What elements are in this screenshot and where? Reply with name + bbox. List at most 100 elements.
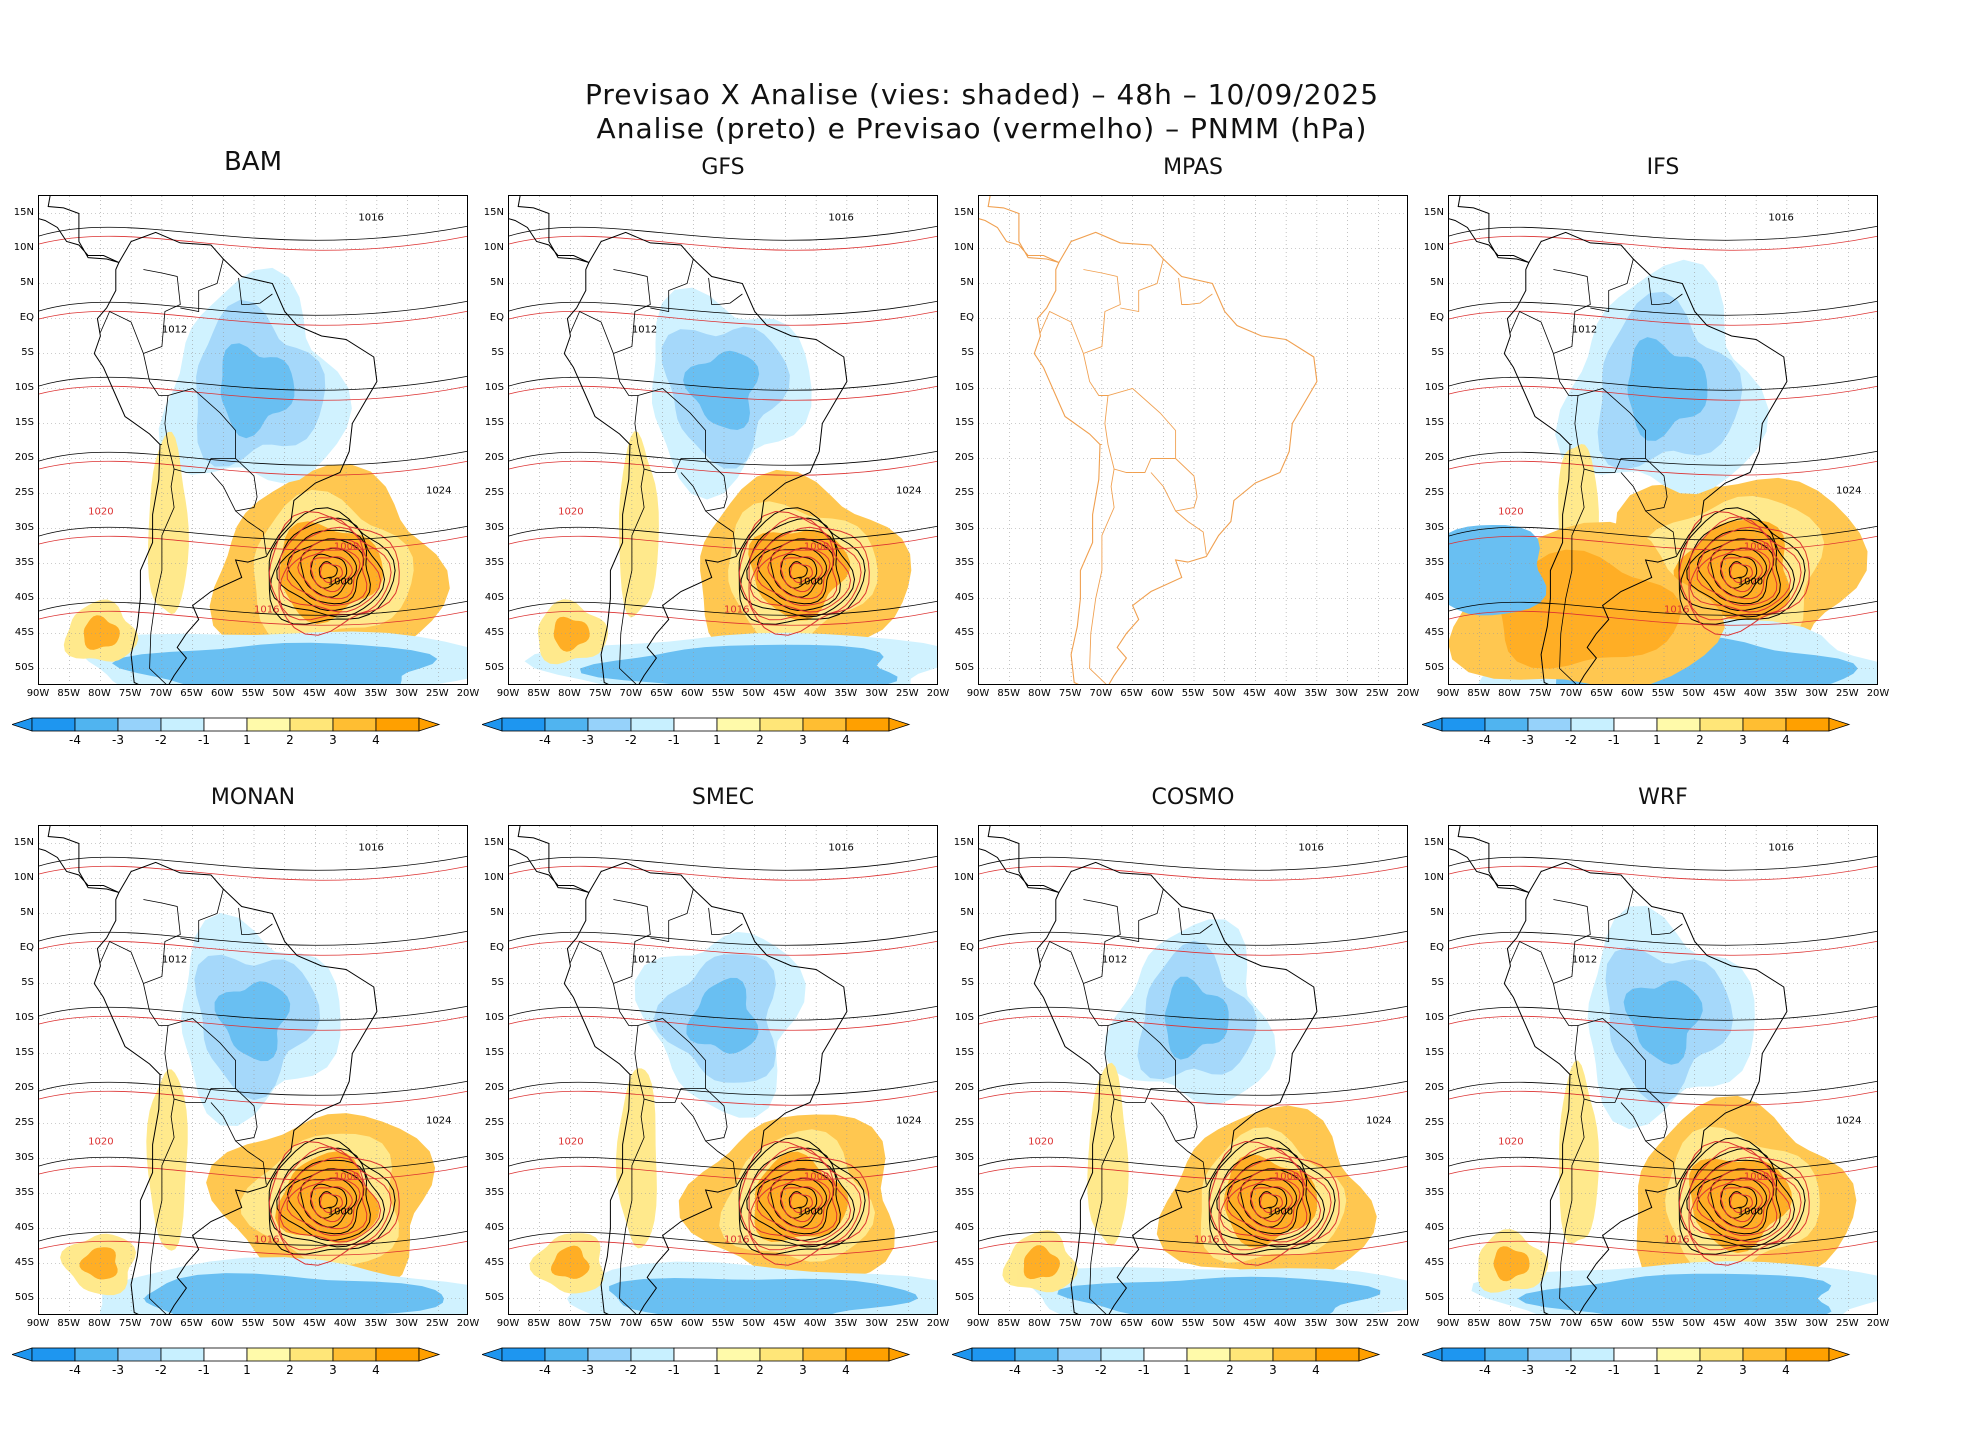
lon-tick-label: 40W (1743, 1318, 1767, 1329)
colorbar: -4 -3 -2 -1 1 2 3 4 (12, 1347, 452, 1377)
lon-tick-label: 60W (1150, 1318, 1174, 1329)
lon-tick-label: 55W (241, 688, 265, 699)
lat-tick-label: 35S (14, 1186, 34, 1198)
south-america-outline (1033, 231, 1318, 684)
contour-label: 1008 (334, 542, 359, 553)
lon-tick-label: 75W (1528, 1318, 1552, 1329)
contour-label: 1000 (1738, 1207, 1763, 1218)
colorbar-segment (759, 1347, 804, 1362)
colorbar-label: 2 (286, 733, 294, 747)
lon-tick-label: 85W (527, 688, 551, 699)
country-border (180, 258, 224, 312)
colorbar-segment (716, 717, 761, 732)
lon-tick-label: 35W (1304, 688, 1328, 699)
contour-label: 1012 (632, 325, 657, 336)
colorbar-label: -2 (1565, 733, 1577, 747)
colorbar-segment (1828, 1347, 1851, 1362)
positive-bias-area (79, 1247, 118, 1280)
colorbar-segment (203, 1347, 248, 1362)
colorbar-label: 4 (372, 1363, 380, 1377)
lat-tick-label: 25S (954, 1116, 974, 1128)
contour-label: 1020 (1498, 507, 1523, 518)
lon-tick-label: 70W (1089, 688, 1113, 699)
country-border (1089, 468, 1115, 684)
country-border (1083, 269, 1121, 354)
country-border (1082, 353, 1198, 498)
colorbar-segment (375, 717, 420, 732)
lat-tick-label: 15N (1423, 836, 1444, 848)
lon-tick-label: 20W (1396, 1318, 1420, 1329)
colorbar-label: -1 (1608, 733, 1620, 747)
bias-shading (1002, 919, 1407, 1314)
lat-tick-label: 25S (954, 486, 974, 498)
colorbar-label: 1 (1653, 1363, 1661, 1377)
contour-label: 1020 (88, 507, 113, 518)
lat-tick-label: 50S (484, 661, 504, 673)
lon-tick-label: 75W (588, 688, 612, 699)
country-border (1559, 1098, 1585, 1314)
colorbar-segment (888, 717, 911, 732)
country-border (143, 983, 258, 1128)
colorbar-label: 1 (713, 1363, 721, 1377)
colorbar: -4 -3 -2 -1 1 2 3 4 (1422, 717, 1862, 747)
positive-bias-area (83, 615, 120, 650)
country-border (1070, 951, 1084, 984)
colorbar-segment (418, 717, 441, 732)
lon-tick-label: 45W (303, 688, 326, 699)
contour-label: 1016 (254, 1235, 279, 1246)
country-border (1510, 310, 1542, 333)
lon-tick-label: 80W (558, 688, 581, 699)
lat-tick-label: 40S (14, 591, 34, 603)
lon-tick-label: 90W (1436, 688, 1460, 699)
country-border (143, 269, 181, 354)
country-border (1120, 888, 1164, 942)
lat-tick-label: 10N (13, 871, 34, 883)
colorbar-label: 3 (1269, 1363, 1277, 1377)
central-america-outline (509, 196, 590, 263)
pressure-contours: 1000 1008 1024 1016 1016 1020 1012 (1449, 843, 1877, 1266)
contour-label: 1000 (1268, 1207, 1293, 1218)
contour-label: 1020 (558, 1137, 583, 1148)
colorbar-segment (845, 717, 890, 732)
lat-tick-label: EQ (1429, 941, 1444, 953)
colorbar-segment (1656, 1347, 1701, 1362)
central-america-outline (1449, 826, 1530, 893)
bias-shading (1471, 906, 1877, 1314)
lon-tick-label: 50W (742, 688, 766, 699)
colorbar-label: 1 (1183, 1363, 1191, 1377)
colorbar-segment (1785, 717, 1830, 732)
map-frame: 1000 1008 1024 1016 1016 1020 1012 (1448, 195, 1878, 685)
contour-label: 1016 (254, 605, 279, 616)
lat-tick-label: 5N (20, 906, 34, 918)
country-border (1178, 907, 1213, 935)
lat-tick-label: 40S (14, 1221, 34, 1233)
lon-tick-label: 30W (1335, 688, 1358, 699)
lat-tick-label: 10N (483, 871, 504, 883)
lat-tick-label: EQ (489, 941, 504, 953)
colorbar-segment (482, 1347, 503, 1362)
lon-tick-label: 55W (1651, 1318, 1675, 1329)
country-border (708, 277, 743, 305)
colorbar-segment (1422, 1347, 1443, 1362)
country-border (235, 1140, 267, 1185)
country-border (1175, 510, 1207, 555)
lat-tick-label: 50S (14, 1291, 34, 1303)
contour-label: 1020 (558, 507, 583, 518)
country-border (1040, 940, 1072, 963)
lon-tick-label: 90W (496, 1318, 520, 1329)
colorbar-label: -4 (69, 1363, 81, 1377)
panel-title: MONAN (210, 785, 296, 810)
panel-monan: MONAN 15N 10N 5N EQ 5S 10S 15S 20S 25S 30S 35S 40S 45… (0, 785, 479, 1377)
lat-tick-label: 20S (14, 1081, 34, 1093)
lon-tick-label: 60W (1620, 688, 1644, 699)
colorbar-segment (544, 717, 589, 732)
contour-label: 1008 (334, 1172, 359, 1183)
colorbar-segment (673, 1347, 718, 1362)
country-border (1553, 899, 1591, 984)
country-border (1645, 1140, 1677, 1185)
lon-tick-label: 35W (1774, 1318, 1798, 1329)
colorbar-label: -3 (112, 1363, 124, 1377)
colorbar-segment (759, 717, 804, 732)
lat-tick-label: 15N (1423, 206, 1444, 218)
lon-tick-label: 45W (1713, 688, 1736, 699)
